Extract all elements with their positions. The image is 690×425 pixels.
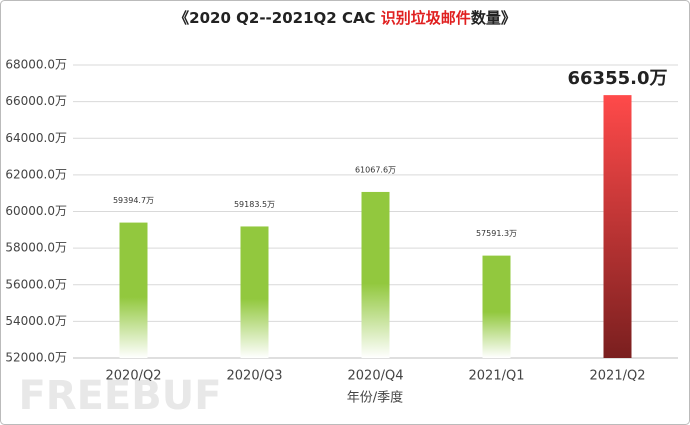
x-tick-label: 2020/Q4 [348, 369, 404, 384]
bar [361, 191, 390, 358]
x-tick-label: 2020/Q3 [227, 369, 283, 384]
value-label: 59394.7万 [113, 196, 154, 205]
title-part: 《2020 Q2--2021Q2 CAC [174, 9, 381, 27]
y-tick-label: 68000.0万 [5, 58, 67, 72]
y-tick-label: 56000.0万 [5, 277, 67, 291]
bar [603, 95, 632, 359]
x-tick-label: 2021/Q2 [590, 369, 646, 384]
bar [119, 222, 148, 358]
value-label: 61067.6万 [355, 165, 396, 174]
bar [482, 255, 511, 358]
watermark: FREEBUF [18, 373, 221, 419]
y-tick-label: 54000.0万 [5, 314, 67, 328]
y-tick-label: 60000.0万 [5, 204, 67, 218]
x-axis-label: 年份/季度 [347, 390, 403, 406]
y-tick-label: 64000.0万 [5, 131, 67, 145]
bar [240, 226, 269, 358]
y-tick-label: 66000.0万 [5, 94, 67, 108]
y-tick-label: 52000.0万 [5, 351, 67, 365]
value-label: 59183.5万 [234, 200, 275, 209]
title-part: 数量》 [471, 9, 516, 27]
value-label: 57591.3万 [476, 229, 517, 238]
y-tick-label: 62000.0万 [5, 167, 67, 181]
title-part: 识别垃圾邮件 [381, 9, 471, 27]
value-label: 66355.0万 [568, 68, 668, 89]
x-tick-label: 2020/Q2 [106, 369, 162, 384]
chart-title: 《2020 Q2--2021Q2 CAC 识别垃圾邮件数量》 [174, 9, 516, 27]
y-tick-label: 58000.0万 [5, 241, 67, 255]
x-tick-label: 2021/Q1 [469, 369, 525, 384]
